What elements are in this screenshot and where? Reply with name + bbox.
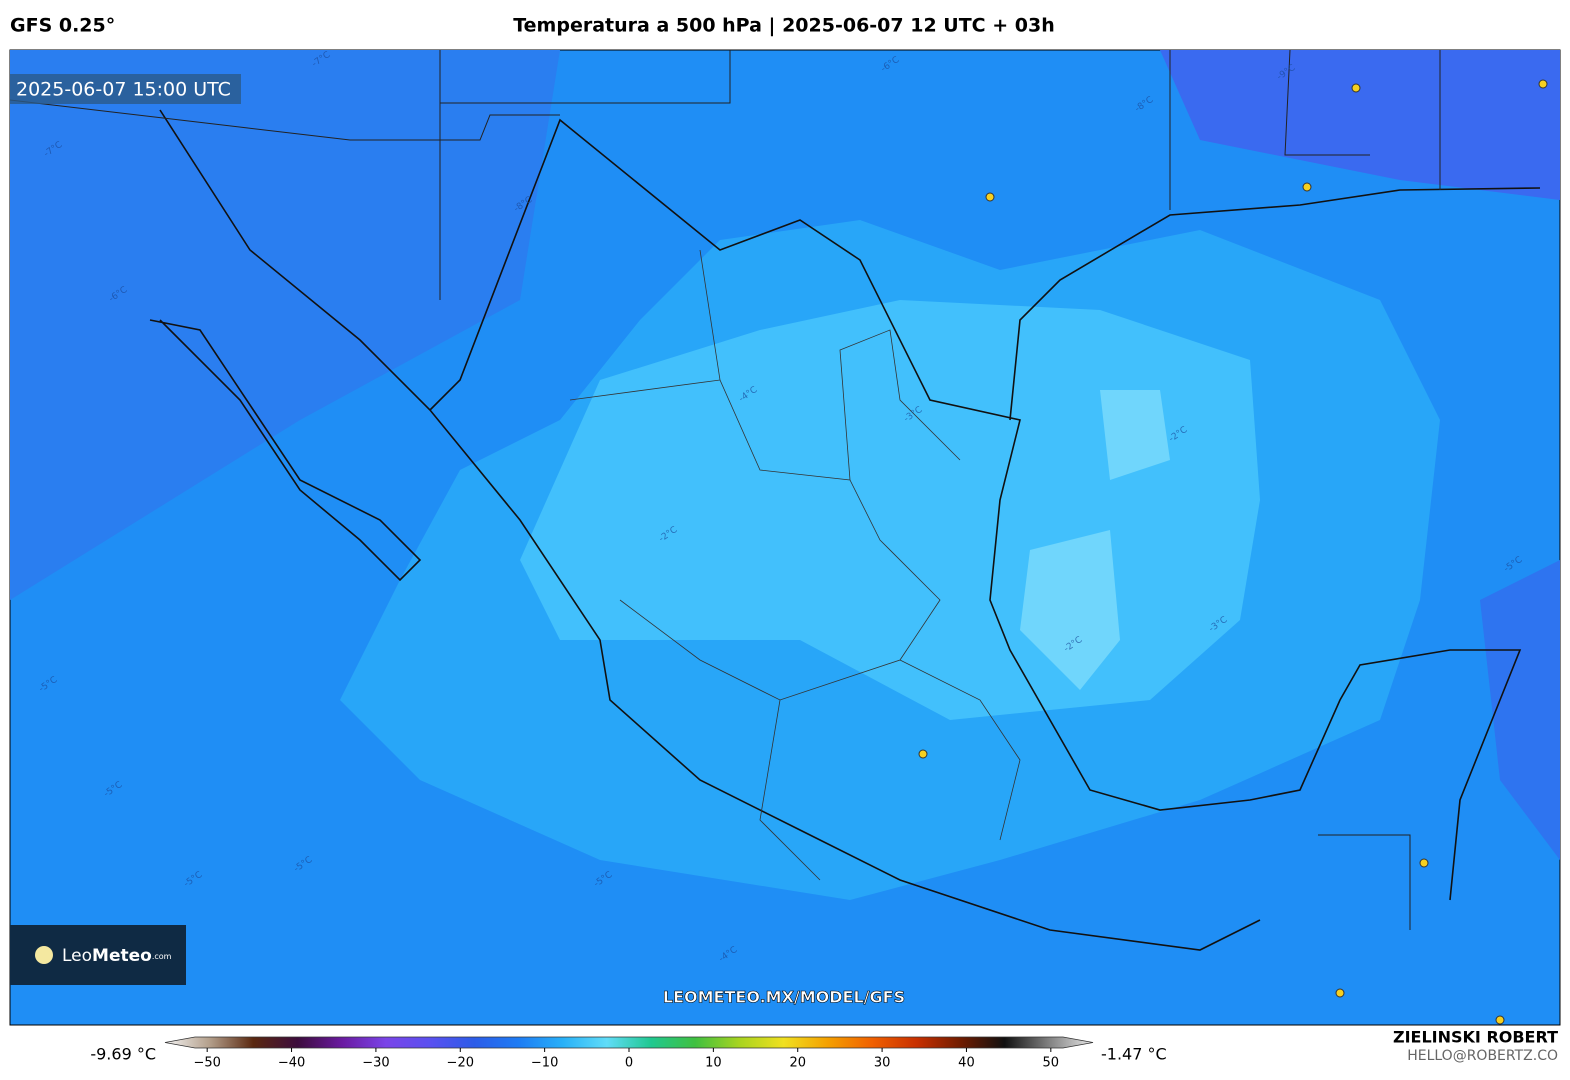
map: -7°C-8°C-6°C-6°C-9°C-7°C-8°C-5°C-4°C-3°C… xyxy=(9,49,1561,1026)
station xyxy=(1351,83,1361,93)
colorbar-tick-label: 50 xyxy=(1043,1056,1060,1071)
colorbar-tick-label: −30 xyxy=(362,1056,389,1071)
colorbar-tick-label: 10 xyxy=(705,1056,722,1071)
colorbar-tick-label: −40 xyxy=(278,1056,305,1071)
station xyxy=(1335,988,1345,998)
author: ZIELINSKI ROBERT xyxy=(1393,1028,1558,1047)
time-box xyxy=(10,74,241,104)
logo-suffix: .com xyxy=(152,952,172,961)
colorbar-bar xyxy=(164,1036,1094,1049)
colorbar-tick-label: 20 xyxy=(789,1056,806,1071)
colorbar: −50 −40 −30 −20 −10 0 10 20 30 40 50 xyxy=(164,1036,1094,1071)
station xyxy=(1419,858,1429,868)
station xyxy=(1302,182,1312,192)
logo-text: LeoMeteo.com xyxy=(62,946,172,966)
station xyxy=(1495,1015,1505,1025)
coastline xyxy=(149,109,1541,951)
colorbar-tick-label: −10 xyxy=(531,1056,558,1071)
colorbar-tick-label: −50 xyxy=(193,1056,220,1071)
state-border xyxy=(569,249,1021,881)
valid-time: 2025-06-07 15:00 UTC xyxy=(16,79,231,101)
min-value: -9.69 °C xyxy=(90,1045,156,1064)
border xyxy=(9,49,1441,930)
colorbar-tick-label: 0 xyxy=(625,1056,633,1071)
station xyxy=(985,192,995,202)
max-value: -1.47 °C xyxy=(1101,1045,1167,1064)
cold-region xyxy=(1480,560,1560,860)
colorbar-tick-label: −20 xyxy=(447,1056,474,1071)
email: HELLO@ROBERTZ.CO xyxy=(1407,1048,1558,1064)
cold-region xyxy=(1160,50,1560,200)
logo-bold: Meteo xyxy=(92,946,152,966)
logo-light: Leo xyxy=(62,946,92,966)
map-title: Temperatura a 500 hPa | 2025-06-07 12 UT… xyxy=(513,15,1055,37)
warmest-region xyxy=(1020,390,1170,690)
watermark: LEOMETEO.MX/MODEL/GFS xyxy=(663,988,905,1007)
model-name: GFS 0.25° xyxy=(10,15,115,37)
logo-sun xyxy=(35,946,53,964)
station xyxy=(1538,79,1548,89)
cold-region xyxy=(10,50,560,600)
station xyxy=(918,749,928,759)
colorbar-tick-label: 30 xyxy=(874,1056,891,1071)
colorbar-tick-label: 40 xyxy=(958,1056,975,1071)
stations xyxy=(918,79,1548,1025)
